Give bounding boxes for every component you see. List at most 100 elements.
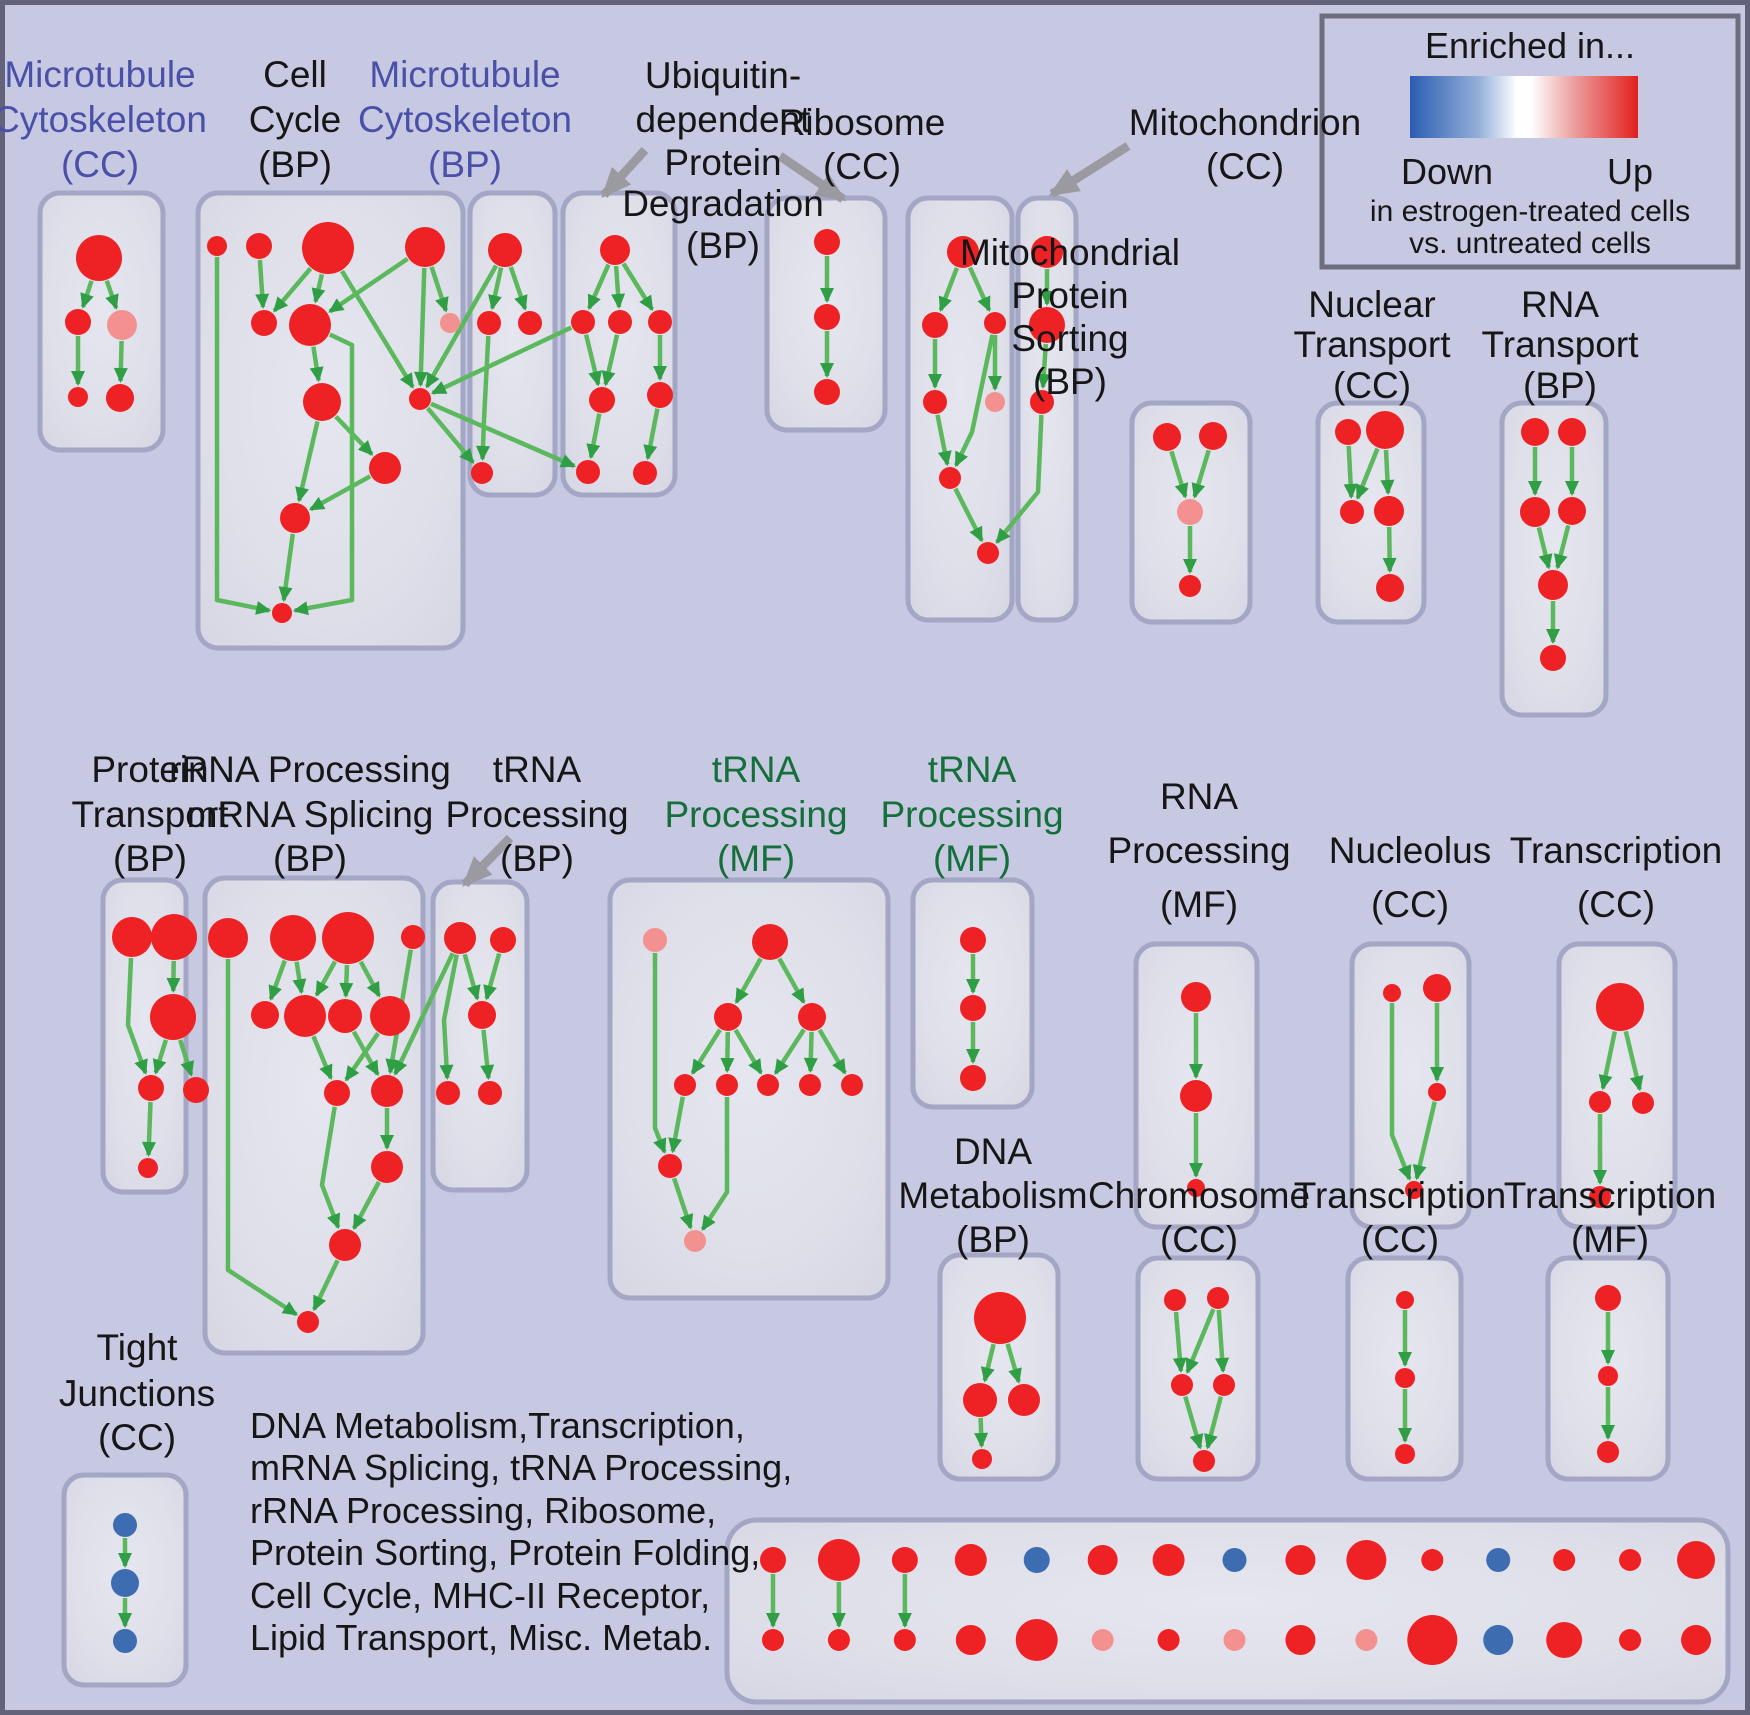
label-mito-protein-sorting-line-2: Protein: [1011, 275, 1128, 316]
edge: [113, 340, 128, 383]
label-rna-processing-mf-line-1: RNA: [1160, 776, 1238, 817]
go-term-node: [76, 235, 122, 281]
go-term-node: [297, 1311, 319, 1333]
go-term-node: [1520, 497, 1550, 527]
go-term-node: [113, 1629, 137, 1653]
go-term-node: [954, 1544, 987, 1576]
label-ribosome-line-2: (CC): [823, 146, 901, 187]
legend-up-label: Up: [1607, 151, 1653, 192]
go-term-node: [827, 1629, 850, 1651]
go-term-node: [303, 383, 341, 421]
go-term-node: [1597, 1441, 1619, 1463]
edge: [1204, 1396, 1224, 1450]
go-term-node: [1152, 1544, 1185, 1576]
legend-subtitle-2: vs. untreated cells: [1409, 227, 1651, 260]
go-term-node: [436, 1081, 460, 1105]
go-term-node: [1355, 1629, 1378, 1651]
go-term-node: [322, 912, 374, 964]
go-term-node: [1207, 1287, 1229, 1309]
edge: [344, 1032, 380, 1082]
go-term-node: [478, 1081, 502, 1105]
go-term-node: [1213, 1374, 1235, 1396]
edge: [339, 964, 354, 998]
label-nuclear-transport-line-2: Transport: [1294, 324, 1452, 365]
edge: [700, 1097, 730, 1231]
go-term-node: [251, 310, 277, 336]
go-term-node: [1396, 1291, 1414, 1309]
label-chromosome-line-2: (CC): [1160, 1219, 1238, 1260]
label-mitochondrion-line-1: Mitochondrion: [1129, 102, 1361, 143]
go-term-node: [1521, 418, 1549, 446]
go-term-node: [1029, 307, 1065, 343]
label-ubiquitin-line-2: dependent: [636, 99, 812, 140]
label-trna-processing-bp-line-3: (BP): [500, 838, 574, 879]
go-term-node: [1540, 645, 1566, 671]
edge: [292, 332, 355, 616]
edge: [255, 259, 270, 309]
go-term-node: [798, 1003, 826, 1031]
go-term-node: [405, 227, 445, 267]
go-term-node: [1087, 1545, 1118, 1575]
go-term-node: [1153, 423, 1181, 451]
go-term-node: [138, 1075, 164, 1101]
go-term-node: [251, 1001, 279, 1029]
label-tight-junctions-line-1: Tight: [97, 1327, 179, 1368]
go-term-node: [974, 1292, 1026, 1344]
label-pointer-arrow: [777, 152, 847, 203]
go-term-node: [1030, 390, 1054, 414]
go-term-node: [208, 918, 248, 958]
label-ubiquitin-line-4: Degradation: [622, 183, 824, 224]
edge: [488, 267, 504, 311]
go-term-node: [1171, 1374, 1193, 1396]
label-protein-transport-line-1: Protein: [91, 749, 208, 790]
edge: [292, 961, 307, 995]
legend-title: Enriched in...: [1425, 25, 1635, 66]
edge: [1172, 1311, 1187, 1373]
go-term-node: [1181, 982, 1211, 1012]
go-term-node: [107, 310, 137, 340]
go-term-node: [1595, 1285, 1621, 1311]
edge: [358, 960, 382, 998]
label-tight-junctions-line-3: (CC): [98, 1417, 176, 1458]
label-rna-transport-line-2: Transport: [1482, 324, 1640, 365]
go-term-node: [1015, 1619, 1058, 1661]
label-trna-processing-mf-a-line-3: (MF): [717, 838, 795, 879]
go-term-node: [814, 379, 840, 405]
edge: [1598, 1031, 1618, 1091]
label-rna-transport-line-1: RNA: [1521, 284, 1599, 325]
go-term-node: [1405, 1181, 1423, 1199]
go-term-node: [960, 1065, 986, 1091]
edge: [178, 1039, 194, 1077]
go-term-node: [488, 233, 522, 267]
go-term-node: [1179, 575, 1201, 597]
edge: [268, 959, 287, 1001]
label-trna-processing-bp-line-1: tRNA: [493, 749, 582, 790]
misc-terms-line-5: Cell Cycle, MHC-II Receptor,: [250, 1575, 710, 1616]
edges-layer: [71, 256, 1644, 1628]
go-term-node: [468, 1001, 496, 1029]
go-term-node: [151, 914, 197, 960]
label-dna-metabolism-line-1: DNA: [954, 1131, 1032, 1172]
edge: [777, 957, 806, 1004]
go-term-node: [1589, 1186, 1611, 1208]
edge: [587, 263, 611, 311]
go-term-node: [893, 1629, 916, 1651]
edge: [393, 952, 455, 1076]
label-trna-processing-mf-a-line-1: tRNA: [712, 749, 801, 790]
go-term-node: [757, 1074, 779, 1096]
go-term-node: [1546, 1622, 1583, 1658]
label-trna-processing-mf-b-line-1: tRNA: [928, 749, 1017, 790]
go-term-node: [1598, 1366, 1618, 1386]
label-ubiquitin-line-5: (BP): [686, 225, 760, 266]
label-rrna-processing-line-1: rRNA Processing: [169, 749, 451, 790]
edge: [295, 420, 320, 503]
box-mt-bp-a: [467, 190, 558, 498]
box-dna-metabolism: [937, 1252, 1061, 1482]
legend-gradient-bar: [1410, 76, 1638, 138]
labels-layer: MicrotubuleCytoskeleton(CC)CellCycle(BP)…: [0, 25, 1722, 1658]
edge: [1382, 526, 1397, 573]
go-term-node: [922, 312, 948, 338]
go-term-node: [1681, 1625, 1712, 1655]
